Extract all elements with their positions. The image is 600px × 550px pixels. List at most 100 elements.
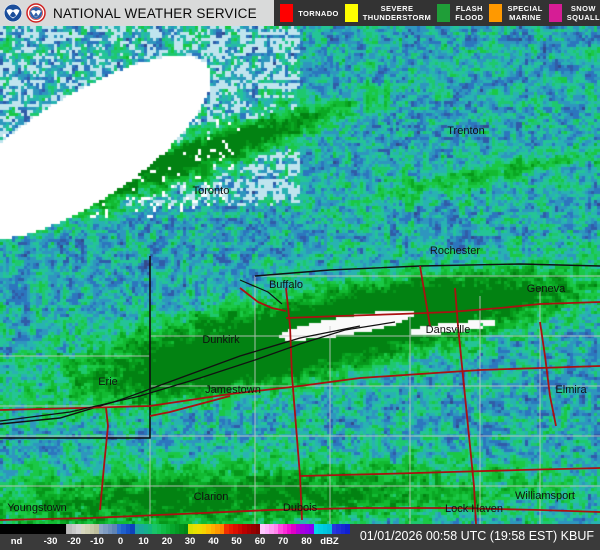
dbz-scale-swatch bbox=[188, 524, 193, 534]
dbz-scale-swatch bbox=[156, 524, 162, 534]
dbz-scale-swatch bbox=[233, 524, 238, 534]
agency-branding: NATIONAL WEATHER SERVICE bbox=[0, 0, 275, 26]
dbz-scale-swatch bbox=[80, 524, 86, 534]
dbz-tick-label: dBZ bbox=[320, 536, 339, 547]
dbz-scale-swatch bbox=[210, 524, 216, 534]
dbz-tick-label: 30 bbox=[184, 536, 196, 547]
dbz-scale-swatch bbox=[94, 524, 99, 534]
dbz-tick-label: 40 bbox=[208, 536, 219, 547]
warning-legend: TORNADO SEVERE THUNDERSTORM FLASH FLOOD SPE… bbox=[274, 0, 600, 26]
dbz-scale-swatch bbox=[197, 524, 202, 534]
dbz-scale-swatch bbox=[318, 524, 323, 534]
dbz-scale-swatch bbox=[206, 524, 211, 534]
dbz-scale-swatch bbox=[345, 524, 350, 534]
highways bbox=[0, 265, 600, 524]
dbz-scale-swatch bbox=[107, 524, 113, 534]
dbz-scale-swatch bbox=[287, 524, 292, 534]
dbz-scale-swatch bbox=[313, 524, 319, 534]
dbz-scale-swatch bbox=[89, 524, 95, 534]
radar-reflectivity-layer bbox=[0, 26, 600, 524]
noaa-seagull-logo bbox=[4, 4, 22, 22]
dbz-scale-swatch bbox=[183, 524, 189, 534]
dbz-scale-swatch bbox=[331, 524, 337, 534]
dbz-scale-swatch bbox=[179, 524, 184, 534]
dbz-scale-swatch bbox=[85, 524, 90, 534]
dbz-scale-swatch bbox=[121, 524, 126, 534]
dbz-tick-label: nd bbox=[10, 536, 23, 547]
dbz-scale-swatch bbox=[322, 524, 328, 534]
header-bar: NATIONAL WEATHER SERVICE TORNADO SEVERE T… bbox=[0, 0, 600, 26]
warning-legend-label: SEVERE THUNDERSTORM bbox=[362, 4, 432, 22]
dbz-scale-swatch bbox=[282, 524, 287, 534]
dbz-scale-swatch bbox=[327, 524, 332, 534]
dbz-scale-swatch bbox=[76, 524, 81, 534]
radar-timestamp: 01/01/2026 00:58 UTC (19:58 EST) KBUF bbox=[359, 529, 594, 543]
dbz-tick-label: 80 bbox=[301, 536, 312, 547]
dbz-scale-swatch bbox=[269, 524, 274, 534]
dbz-scale-swatch bbox=[161, 524, 166, 534]
warning-legend-item-flash-flood[interactable]: FLASH FLOOD bbox=[437, 0, 483, 26]
warning-legend-label: FLASH FLOOD bbox=[455, 4, 484, 22]
page-title: NATIONAL WEATHER SERVICE bbox=[53, 5, 257, 21]
dbz-scale-swatch bbox=[242, 524, 247, 534]
dbz-scale-swatch bbox=[125, 524, 131, 534]
dbz-tick-label: 70 bbox=[277, 536, 289, 547]
dbz-scale-swatch bbox=[165, 524, 171, 534]
warning-color-swatch bbox=[489, 4, 503, 22]
warning-legend-item-snow-squall[interactable]: SNOW SQUALL bbox=[548, 0, 600, 26]
dbz-scale-swatch bbox=[112, 524, 117, 534]
dbz-scale-swatch bbox=[219, 524, 225, 534]
dbz-scale-swatch bbox=[170, 524, 175, 534]
warning-color-swatch bbox=[548, 4, 562, 22]
dbz-tick-label: 0 bbox=[117, 536, 124, 547]
no-data-swatch bbox=[0, 524, 66, 534]
dbz-scale-swatch bbox=[143, 524, 148, 534]
warning-color-swatch bbox=[344, 4, 358, 22]
dbz-scale-swatch bbox=[67, 524, 72, 534]
dbz-scale-swatch bbox=[98, 524, 104, 534]
dbz-tick-label: 10 bbox=[138, 536, 149, 547]
footer-bar: nd -30 -20 -10 0 10 20 30 40 50 60 70 80 dBZ 01/01/20… bbox=[0, 524, 600, 550]
dbz-scale-ticks: nd -30 -20 -10 0 10 20 30 40 50 60 70 80 dBZ bbox=[0, 534, 350, 550]
dbz-scale-swatch bbox=[228, 524, 234, 534]
warning-color-swatch bbox=[280, 4, 294, 22]
nws-seal-logo bbox=[26, 3, 46, 23]
dbz-scale-swatch bbox=[260, 524, 265, 534]
dbz-scale-swatch bbox=[336, 524, 341, 534]
state-borders bbox=[0, 256, 600, 439]
dbz-scale-swatch bbox=[295, 524, 301, 534]
dbz-scale-swatch bbox=[201, 524, 207, 534]
warning-legend-item-severe-thunderstorm[interactable]: SEVERE THUNDERSTORM bbox=[344, 0, 432, 26]
warning-legend-item-special-marine[interactable]: SPECIAL MARINE bbox=[489, 0, 542, 26]
dbz-scale-swatch bbox=[340, 524, 346, 534]
dbz-scale-swatch bbox=[255, 524, 261, 534]
dbz-scale-swatch bbox=[291, 524, 296, 534]
dbz-scale-swatch bbox=[139, 524, 144, 534]
dbz-scale-swatch bbox=[174, 524, 180, 534]
dbz-tick-label: -20 bbox=[67, 536, 81, 547]
dbz-scale-swatch bbox=[304, 524, 310, 534]
dbz-scale-swatch bbox=[273, 524, 279, 534]
warning-color-swatch bbox=[437, 4, 451, 22]
dbz-scale-swatch bbox=[251, 524, 256, 534]
dbz-tick-label: 20 bbox=[161, 536, 173, 547]
dbz-tick-label: -30 bbox=[43, 536, 58, 547]
map-vector-overlay bbox=[0, 256, 600, 524]
dbz-scale-swatch bbox=[71, 524, 77, 534]
dbz-scale-swatch bbox=[116, 524, 122, 534]
warning-legend-item-tornado[interactable]: TORNADO bbox=[280, 0, 339, 26]
dbz-scale-swatch bbox=[278, 524, 283, 534]
warning-legend-label: SNOW SQUALL bbox=[566, 4, 600, 22]
dbz-tick-label: 50 bbox=[231, 536, 242, 547]
radar-map[interactable]: Toronto Trenton Rochester Geneva Buffalo Dans… bbox=[0, 26, 600, 524]
dbz-scale-swatch bbox=[130, 524, 135, 534]
dbz-scale-swatch bbox=[134, 524, 140, 534]
dbz-scale-swatch bbox=[215, 524, 220, 534]
dbz-scale-swatch bbox=[147, 524, 153, 534]
dbz-scale-swatch bbox=[103, 524, 108, 534]
warning-legend-label: TORNADO bbox=[298, 8, 339, 18]
lake-shoreline bbox=[0, 279, 396, 422]
dbz-tick-label: 60 bbox=[254, 536, 266, 547]
warning-legend-label: SPECIAL MARINE bbox=[507, 4, 543, 22]
